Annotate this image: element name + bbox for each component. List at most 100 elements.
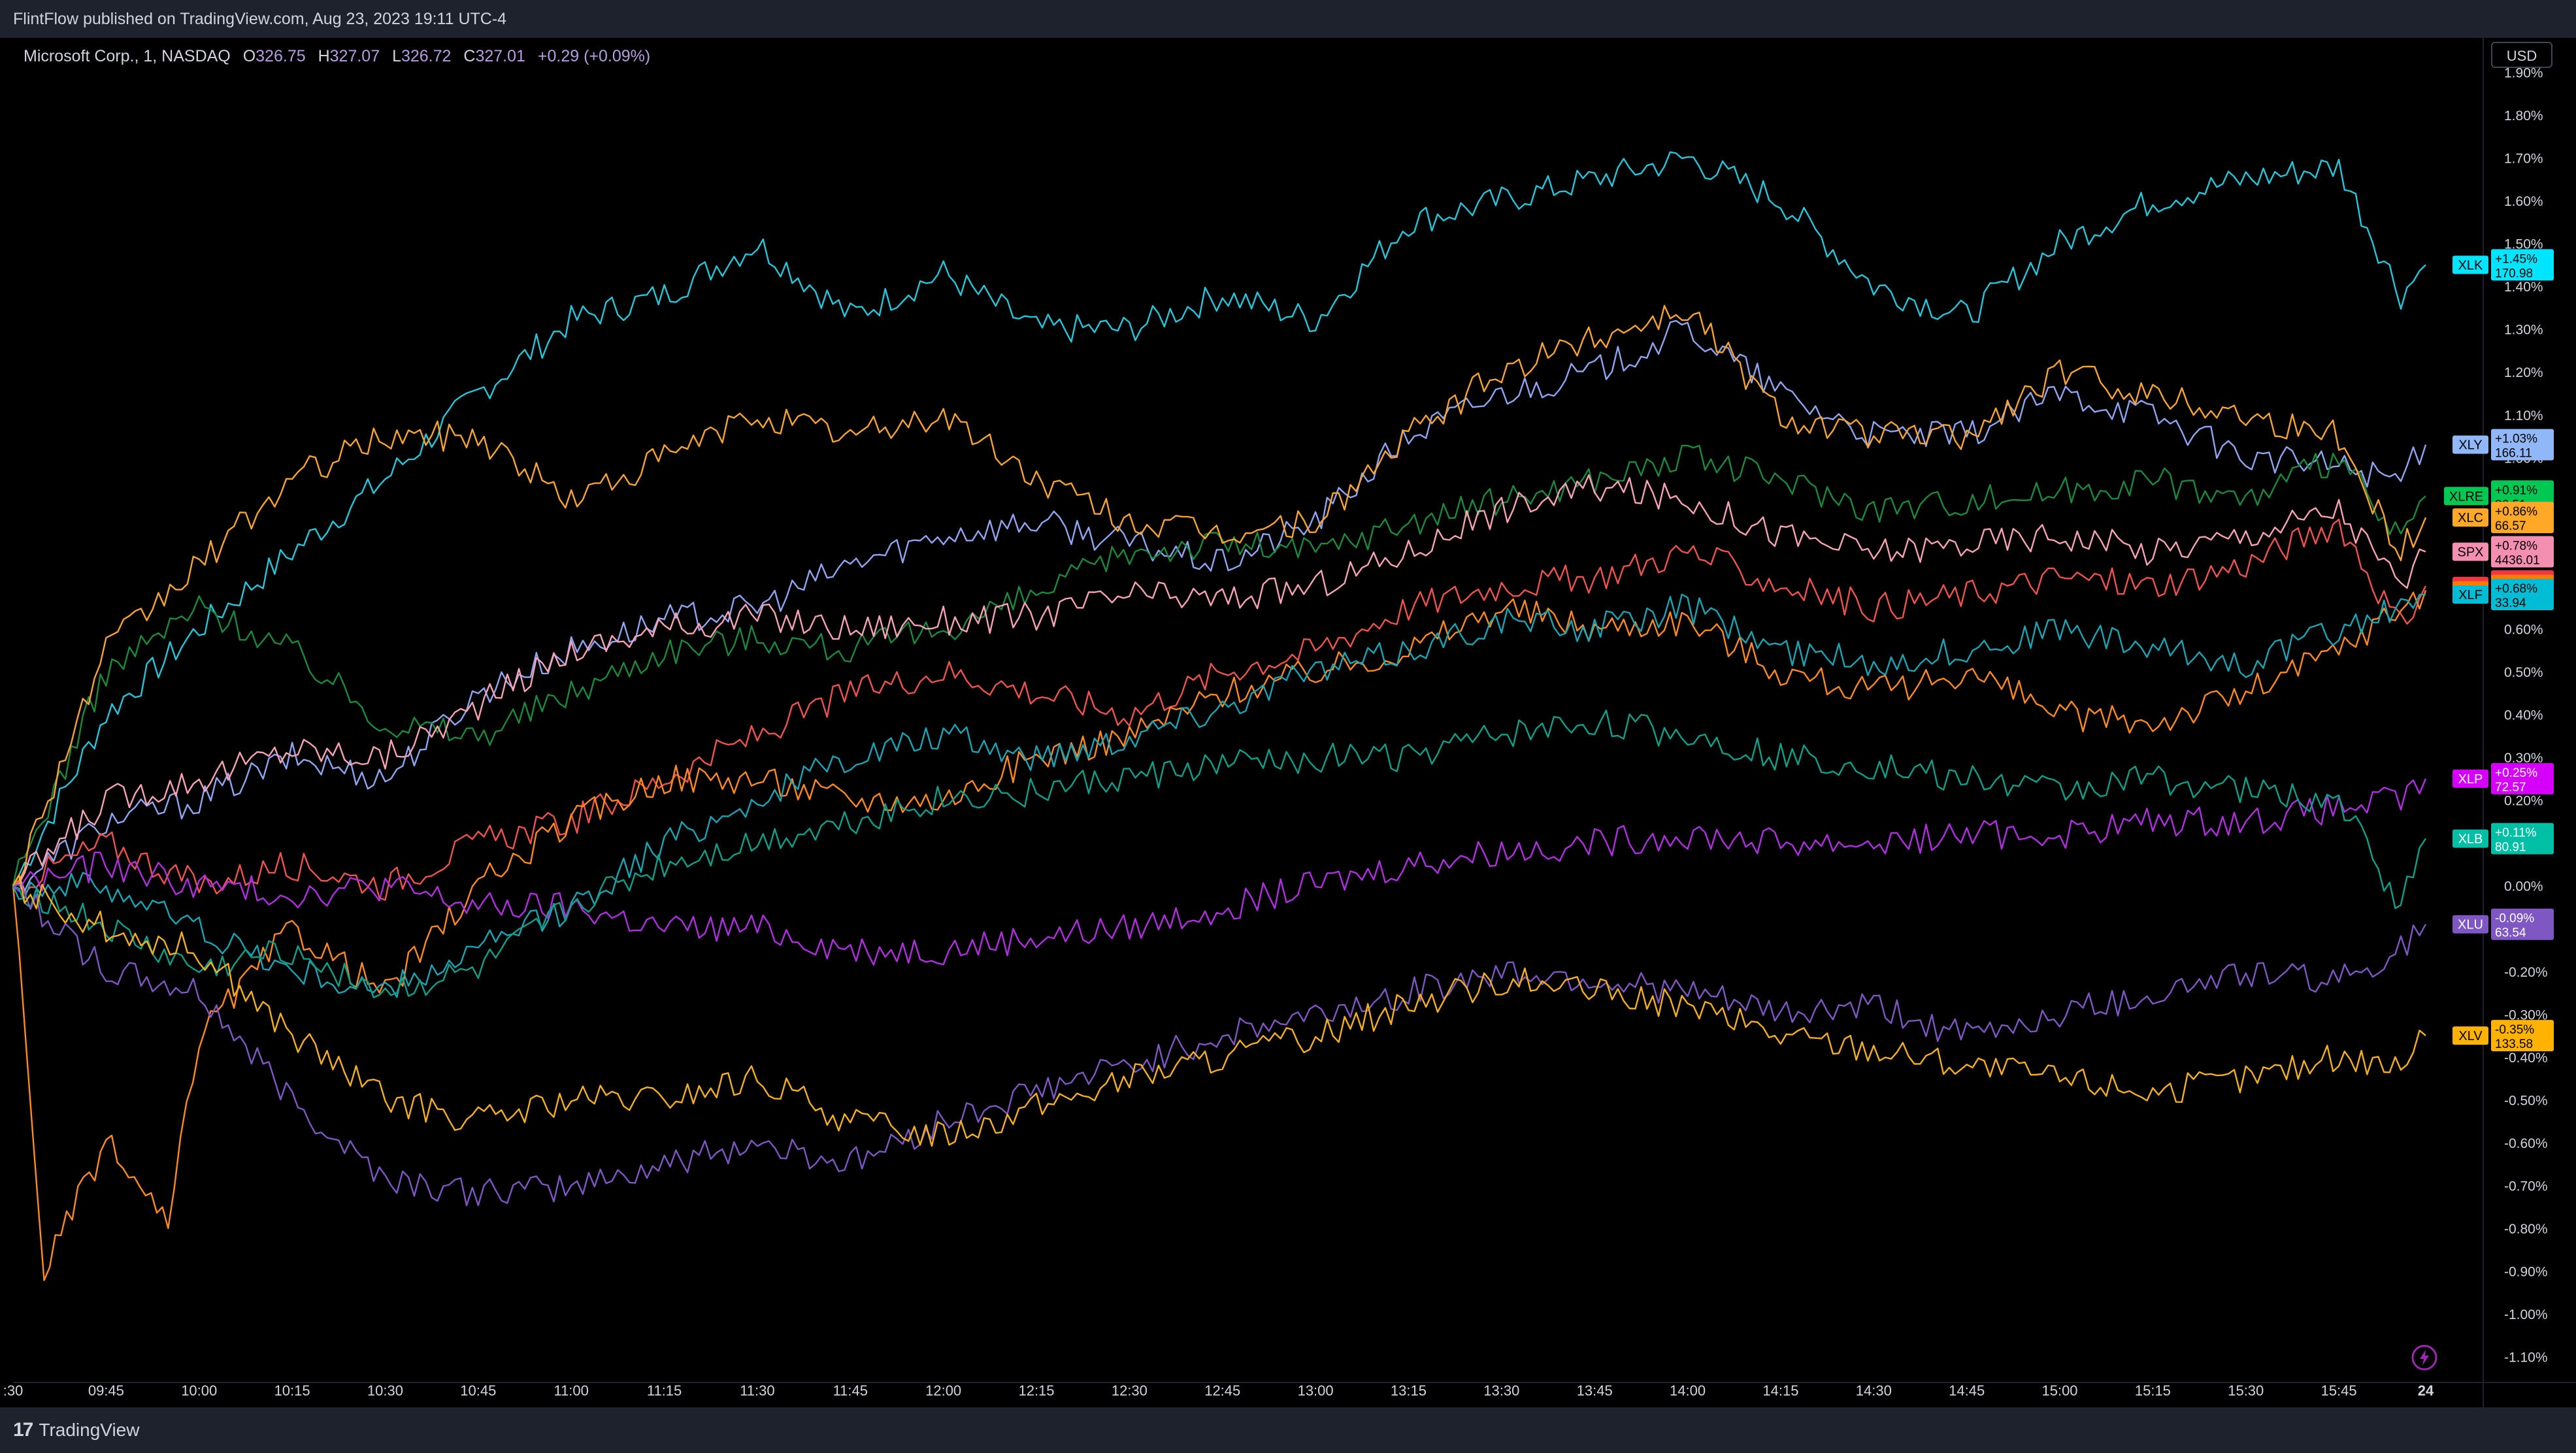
- x-tick-label: 10:30: [367, 1382, 403, 1399]
- y-tick-label: 1.10%: [2504, 408, 2543, 423]
- symbol-legend: Microsoft Corp., 1, NASDAQ O326.75 H327.…: [24, 43, 650, 69]
- series-label-xlf[interactable]: XLF +0.68%33.94: [2452, 579, 2554, 611]
- lightning-icon[interactable]: [2410, 1343, 2439, 1372]
- symbol-title[interactable]: Microsoft Corp., 1, NASDAQ: [24, 47, 231, 65]
- series-price: 133.58: [2495, 1037, 2533, 1051]
- y-tick-label: -0.90%: [2504, 1265, 2548, 1280]
- y-tick-label: -0.60%: [2504, 1136, 2548, 1151]
- y-tick-label: 1.30%: [2504, 323, 2543, 338]
- tradingview-text: TradingView: [39, 1420, 140, 1440]
- series-tag-bg: [2452, 769, 2488, 788]
- y-tick-label: 0.40%: [2504, 708, 2543, 723]
- series-value-bg: [2491, 1020, 2554, 1052]
- x-tick-label: 15:00: [2041, 1382, 2077, 1399]
- series-value-bg: [2491, 429, 2554, 461]
- series-label-xlb[interactable]: XLB +0.11%80.91: [2452, 823, 2554, 855]
- y-tick-label: -0.50%: [2504, 1093, 2548, 1108]
- y-tick-label: 0.30%: [2504, 751, 2543, 766]
- series-change: +0.78%: [2495, 539, 2537, 553]
- x-tick-label: 10:15: [274, 1382, 310, 1399]
- tradingview-logo[interactable]: 17 TradingView: [13, 1419, 139, 1441]
- high-label: H: [318, 47, 330, 65]
- series-price: 80.91: [2495, 841, 2526, 855]
- y-tick-label: 1.40%: [2504, 280, 2543, 295]
- y-tick-label: 0.20%: [2504, 794, 2543, 809]
- low-label: L: [392, 47, 401, 65]
- series-line-xlre: [12, 444, 2426, 886]
- x-tick-label: 11:00: [553, 1382, 588, 1399]
- series-label-xlu[interactable]: XLU -0.09%63.54: [2452, 908, 2554, 940]
- series-tag-name: XLB: [2458, 832, 2483, 847]
- series-line-xlb: [12, 710, 2426, 998]
- series-change: +0.68%: [2495, 582, 2537, 596]
- series-price: 170.98: [2495, 267, 2533, 280]
- x-tick-label: 14:45: [1949, 1382, 1985, 1399]
- currency-button[interactable]: USD: [2491, 42, 2552, 68]
- y-tick-label: -1.10%: [2504, 1350, 2548, 1365]
- series-label-xly[interactable]: XLY +1.03%166.11: [2452, 429, 2554, 461]
- y-tick-label: 1.20%: [2504, 365, 2543, 380]
- series-change: +1.45%: [2495, 252, 2537, 266]
- x-tick-label: 14:15: [1762, 1382, 1798, 1399]
- series-tag-bg: [2452, 585, 2488, 604]
- series-label-xlc[interactable]: XLC +0.86%66.57: [2452, 502, 2554, 534]
- x-tick-label: 11:30: [740, 1382, 774, 1399]
- chart-pane[interactable]: [13, 38, 2576, 1407]
- close-label: C: [463, 47, 476, 65]
- series-tag-bg: [2452, 829, 2488, 848]
- x-tick-label: 12:45: [1204, 1382, 1240, 1399]
- y-tick-label: -0.80%: [2504, 1222, 2548, 1237]
- series-tag-name: XLY: [2458, 438, 2482, 453]
- series-label-xlv[interactable]: XLV -0.35%133.58: [2452, 1020, 2554, 1052]
- series-label-xlk[interactable]: XLK +1.45%170.98: [2452, 249, 2554, 281]
- series-line-xli: [12, 518, 2427, 901]
- series-price: 4436.01: [2495, 553, 2540, 567]
- series-tag-name: XLV: [2458, 1029, 2483, 1043]
- series-price: 72.57: [2495, 781, 2526, 794]
- series-value-bg: [2491, 502, 2554, 534]
- y-tick-label: -1.00%: [2504, 1307, 2548, 1322]
- x-tick-label: 13:30: [1483, 1382, 1519, 1399]
- series-tag-bg: [2452, 255, 2488, 274]
- series-tag-name: XLK: [2458, 258, 2483, 272]
- y-tick-label: 0.00%: [2504, 879, 2543, 894]
- series-tag-name: XLRE: [2449, 489, 2483, 504]
- y-tick-label: -0.40%: [2504, 1051, 2548, 1066]
- x-tick-label: 13:15: [1391, 1382, 1427, 1399]
- x-tick-label: 12:15: [1018, 1382, 1054, 1399]
- y-tick-label: 0.60%: [2504, 622, 2543, 637]
- series-change: -0.35%: [2495, 1023, 2534, 1037]
- series-label-spx[interactable]: SPX +0.78%4436.01: [2452, 536, 2554, 568]
- series-line-xlf: [12, 593, 2426, 998]
- series-tag-name: XLC: [2458, 511, 2483, 525]
- series-line-xlp: [12, 778, 2427, 966]
- y-tick-label: 1.90%: [2504, 65, 2543, 80]
- series-change: +0.11%: [2495, 826, 2537, 840]
- series-tag-bg: [2452, 1026, 2488, 1045]
- footer-bar: 17 TradingView: [0, 1407, 2576, 1453]
- series-tag-name: SPX: [2457, 545, 2483, 559]
- series-tag-bg: [2452, 542, 2488, 561]
- published-text: FlintFlow published on TradingView.com, …: [13, 10, 507, 28]
- high-value: 327.07: [329, 47, 380, 65]
- series-value-bg: [2491, 908, 2554, 940]
- series-label-xlp[interactable]: XLP +0.25%72.57: [2452, 762, 2554, 794]
- x-tick-label: 15:15: [2135, 1382, 2171, 1399]
- y-tick-label: 1.50%: [2504, 237, 2543, 252]
- x-tick-label: 09:45: [88, 1382, 124, 1399]
- x-tick-label: 11:15: [647, 1382, 682, 1399]
- series-change: +0.25%: [2495, 766, 2537, 780]
- series-price: 33.94: [2495, 596, 2526, 610]
- tradingview-mark: 17: [13, 1419, 33, 1441]
- series-line-xle: [12, 590, 2427, 1281]
- low-value: 326.72: [401, 47, 452, 65]
- series-change: +0.91%: [2495, 483, 2537, 497]
- series-change: +0.86%: [2495, 505, 2537, 519]
- y-tick-label: 1.60%: [2504, 194, 2543, 209]
- series-line-spx: [12, 474, 2426, 887]
- series-value-bg: [2491, 762, 2554, 794]
- x-tick-label: 10:00: [181, 1382, 217, 1399]
- y-tick-label: 1.80%: [2504, 108, 2543, 123]
- series-value-bg: [2491, 249, 2554, 281]
